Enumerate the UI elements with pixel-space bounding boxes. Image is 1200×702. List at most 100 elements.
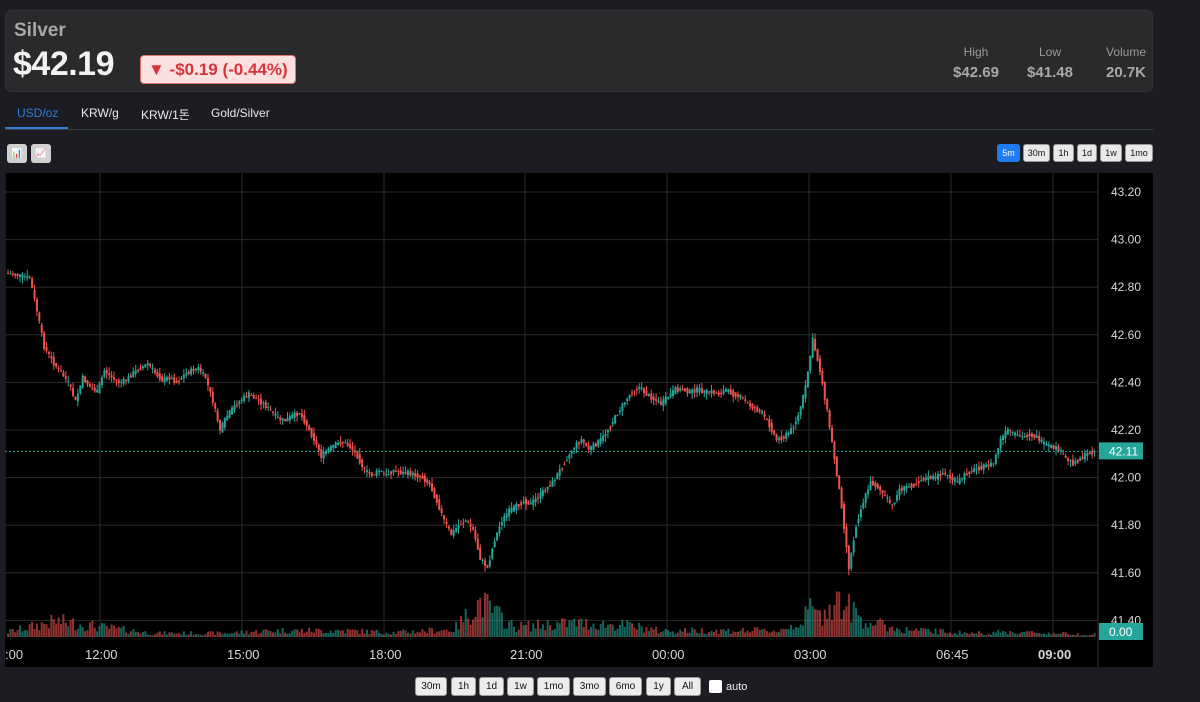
volume-bar (539, 628, 542, 637)
volume-bar (549, 624, 552, 637)
candle-body (1016, 434, 1019, 436)
volume-bar (679, 629, 682, 637)
tab-gold-silver[interactable]: Gold/Silver (211, 106, 270, 120)
volume-bar (390, 634, 393, 637)
volume-bar (826, 618, 829, 637)
candle-body (645, 390, 648, 396)
volume-bar (737, 631, 740, 637)
candle-body (390, 471, 393, 475)
interval-5m-button[interactable]: 5m (997, 144, 1020, 162)
line-chart-icon[interactable]: 📈 (31, 144, 51, 163)
candle-body (939, 473, 942, 477)
volume-bar (700, 628, 703, 637)
interval-1w-button[interactable]: 1w (1100, 144, 1122, 162)
candle-body (602, 435, 605, 441)
candle-body (255, 397, 258, 399)
interval-1mo-button[interactable]: 1mo (1125, 144, 1153, 162)
tab-krw-don[interactable]: KRW/1돈 (141, 108, 190, 122)
volume-bar (50, 614, 53, 637)
volume-bar (250, 632, 253, 637)
price-chart[interactable]: 43.20 43.00 42.80 42.60 42.40 42.20 42.00 41.80… (4, 173, 1153, 667)
candle-body (992, 463, 995, 465)
range-1mo-button[interactable]: 1mo (537, 677, 570, 696)
candlestick-chart-svg[interactable]: 43.20 43.00 42.80 42.60 42.40 42.20 42.00 41.80… (4, 173, 1153, 667)
volume-bar (570, 620, 573, 637)
candle-body (257, 399, 260, 401)
candle-body (792, 427, 795, 429)
auto-checkbox[interactable] (709, 680, 722, 693)
candle-body (479, 547, 482, 561)
candle-body (1093, 451, 1096, 453)
candle-body (631, 392, 634, 395)
range-30m-button[interactable]: 30m (415, 677, 447, 696)
range-1h-button[interactable]: 1h (451, 677, 476, 696)
volume-bar (132, 629, 135, 637)
candle-body (45, 346, 48, 351)
candle-body (867, 489, 870, 495)
volume-bar (684, 628, 687, 637)
stat-high-label: High (963, 45, 989, 59)
volume-bar (1088, 634, 1091, 637)
volume-bar (1091, 634, 1094, 637)
candle-body (134, 370, 137, 374)
volume-bar (806, 609, 809, 637)
candle-body (874, 482, 877, 487)
candle-body (214, 403, 217, 409)
tab-usd-oz[interactable]: USD/oz (17, 106, 59, 120)
candle-body (368, 472, 371, 474)
candle-body (387, 474, 390, 476)
candle-body (563, 464, 566, 466)
candle-body (402, 471, 405, 474)
volume-bar (785, 629, 788, 637)
tab-krw-g[interactable]: KRW/g (81, 106, 119, 120)
volume-bar (339, 630, 342, 637)
volume-bar (1055, 634, 1058, 637)
candle-body (35, 299, 38, 312)
candle-body (1083, 453, 1086, 460)
range-1w-button[interactable]: 1w (507, 677, 534, 696)
candle-body (980, 465, 983, 470)
range-1y-button[interactable]: 1y (646, 677, 671, 696)
candle-body (308, 425, 311, 430)
volume-bar (633, 627, 636, 637)
interval-1h-button[interactable]: 1h (1053, 144, 1074, 162)
volume-bar (385, 632, 388, 637)
candle-body (941, 472, 944, 475)
candle-body (209, 387, 212, 392)
range-3mo-button[interactable]: 3mo (573, 677, 606, 696)
candle-body (1074, 461, 1077, 464)
volume-bar (1040, 633, 1043, 637)
volume-bar (74, 630, 77, 637)
candle-body (1052, 445, 1055, 449)
range-6mo-button[interactable]: 6mo (609, 677, 642, 696)
candle-body (1026, 434, 1029, 438)
candle-body (1035, 435, 1038, 439)
candle-body (688, 389, 691, 394)
price-change-badge: ▼ -$0.19 (-0.44%) (140, 55, 296, 84)
volume-bar (671, 631, 674, 637)
volume-bar (1026, 631, 1029, 637)
volume-bar (1086, 635, 1089, 637)
candle-body (192, 369, 195, 372)
volume-bar (927, 628, 930, 637)
candle-body (399, 470, 402, 475)
candle-body (382, 472, 385, 474)
volume-bar (481, 617, 484, 637)
bar-chart-icon[interactable]: 📊 (7, 144, 27, 163)
volume-bar (464, 608, 467, 637)
candle-body (556, 473, 559, 480)
volume-bar (491, 612, 494, 637)
candle-body (151, 367, 154, 369)
volume-bar (14, 632, 17, 637)
candle-body (252, 394, 255, 399)
volume-bar (1050, 634, 1053, 637)
candle-body (727, 388, 730, 392)
interval-1d-button[interactable]: 1d (1077, 144, 1097, 162)
interval-30m-button[interactable]: 30m (1023, 144, 1050, 162)
volume-bar (594, 628, 597, 637)
range-1d-button[interactable]: 1d (479, 677, 504, 696)
candle-body (141, 366, 144, 369)
range-all-button[interactable]: All (674, 677, 701, 696)
candle-body (635, 388, 638, 391)
candle-body (496, 532, 499, 541)
